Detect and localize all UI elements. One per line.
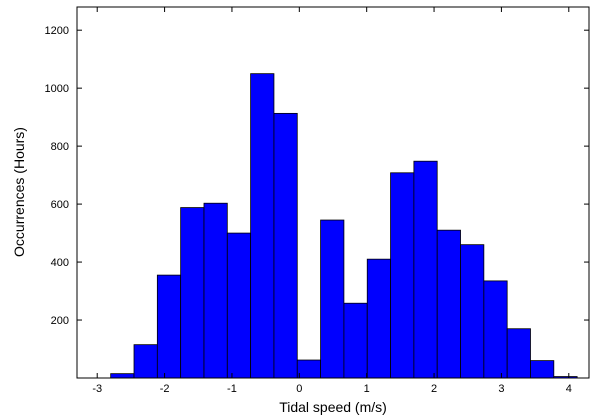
histogram-bar [390,172,415,379]
histogram-bar [530,360,555,379]
histogram-bar [273,112,298,379]
histogram-bar [226,232,252,379]
x-tick-label: 4 [566,383,572,395]
y-tick-label: 1000 [45,83,69,95]
x-tick-label: -2 [160,383,170,395]
histogram-bar [320,219,345,379]
x-tick-label: 2 [431,383,437,395]
histogram-bar [483,280,508,379]
histogram-bar [460,244,485,379]
y-tick-label: 800 [51,141,69,153]
histogram-bar [250,73,275,379]
ticks-group: -3 -2 -1 0 1 2 3 4 200 400 600 800 1000 1200 [45,7,589,395]
y-tick-label: 200 [51,315,69,327]
x-tick-label: -3 [92,383,102,395]
histogram-bar [203,202,228,379]
histogram-bar [343,302,368,379]
bars-group [110,73,578,379]
histogram-bar [133,344,158,379]
histogram-bar [296,359,321,379]
y-tick-label: 400 [51,257,69,269]
histogram-bar [436,229,461,379]
x-tick-label: -1 [227,383,237,395]
y-tick-label: 600 [51,199,69,211]
plot-frame [76,6,590,379]
y-axis-label: Occurrences (Hours) [11,127,27,257]
x-tick-label: 0 [296,383,302,395]
histogram-bar [156,274,182,379]
x-tick-label: 1 [364,383,370,395]
histogram-bar [110,373,135,379]
x-axis-label: Tidal speed (m/s) [279,399,387,415]
y-tick-label: 1200 [45,25,69,37]
x-tick-label: 3 [498,383,504,395]
histogram-bar [413,160,438,379]
histogram-bar [180,207,205,379]
histogram-bar [506,328,531,379]
histogram-bar [366,258,391,379]
